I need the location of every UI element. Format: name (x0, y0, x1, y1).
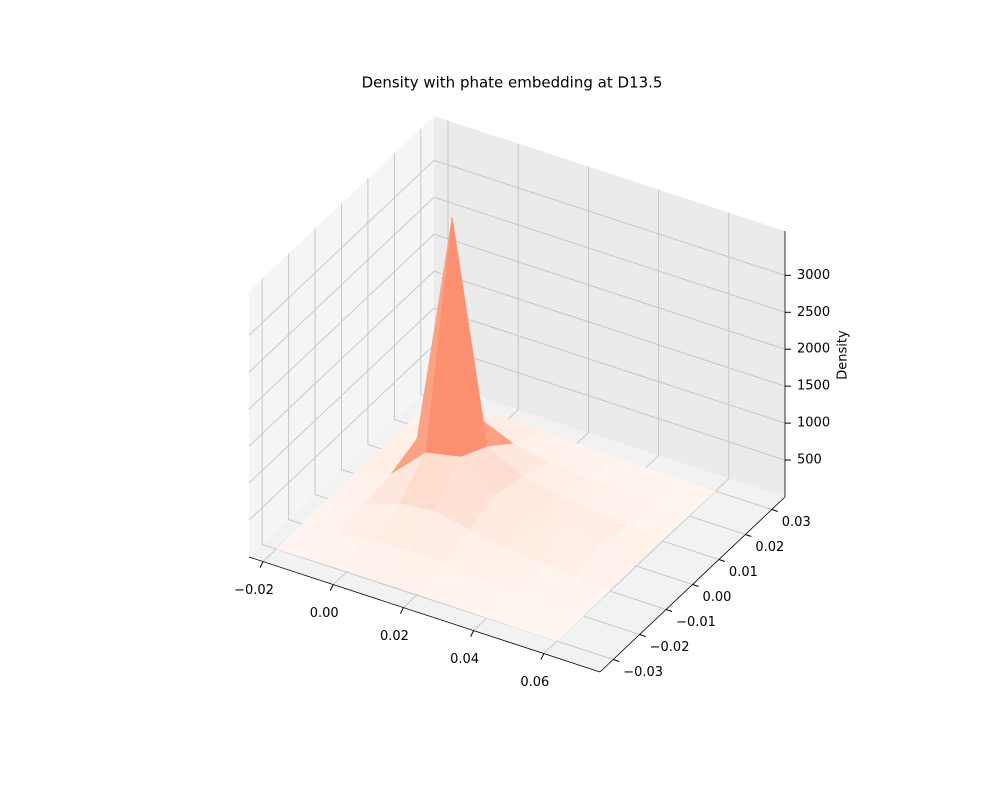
z-grid-line (248, 233, 786, 410)
y-tick (639, 634, 646, 637)
x-grid-line (543, 212, 730, 654)
x-tick (399, 607, 404, 614)
x-tick (329, 584, 334, 591)
y-tick-label: 0.03 (782, 515, 811, 530)
x-axis-line (248, 556, 601, 673)
y-tick-label: −0.01 (676, 615, 716, 630)
y-tick (665, 609, 673, 612)
z-tick-label: 3000 (797, 268, 830, 283)
y-tick (771, 509, 778, 512)
z-grid-line (248, 307, 786, 484)
x-tick-label: 0.06 (520, 675, 549, 690)
x-tick-label: 0.04 (450, 652, 479, 667)
x-tick-label: −0.02 (234, 583, 274, 598)
y-tick (745, 534, 752, 537)
x-tick-label: 0.02 (380, 629, 409, 644)
surface-patch (521, 603, 584, 642)
y-tick-label: −0.02 (650, 640, 690, 655)
y-tick (613, 659, 620, 662)
z-tick-label: 1000 (797, 416, 830, 431)
z-grid-line (248, 159, 786, 336)
z-grid-line (248, 196, 786, 373)
z-grid-line (248, 270, 786, 447)
y-axis-line (599, 496, 786, 673)
y-tick-label: 0.02 (755, 540, 784, 555)
x-tick (470, 630, 475, 637)
z-tick-label: 500 (797, 453, 822, 468)
z-tick-label: 2500 (797, 305, 830, 320)
z-tick-label: 1500 (797, 379, 830, 394)
z-axis-label: Density (836, 330, 851, 380)
x-tick (259, 561, 264, 568)
x-tick-label: 0.00 (310, 606, 339, 621)
back-pane (434, 116, 785, 497)
y-tick-label: −0.03 (623, 665, 663, 680)
y-tick (692, 584, 699, 587)
y-tick-label: 0.00 (703, 590, 732, 605)
y-tick (718, 559, 726, 562)
y-tick-label: 0.01 (729, 565, 758, 580)
y-grid-line (261, 278, 614, 660)
x-tick (540, 653, 545, 660)
chart-title: Density with phate embedding at D13.5 (362, 74, 663, 92)
z-tick-label: 2000 (797, 342, 830, 357)
